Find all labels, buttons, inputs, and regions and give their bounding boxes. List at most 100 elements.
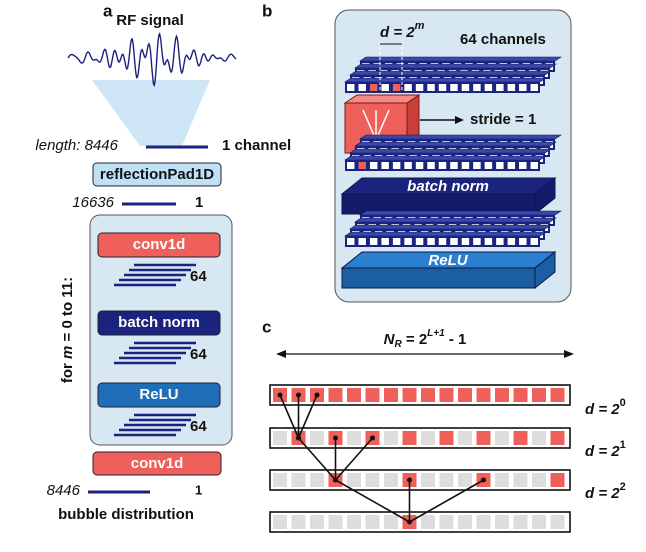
cell: [551, 473, 565, 487]
layer-channels: 64: [190, 418, 207, 435]
rf-exp: L+1: [427, 328, 445, 339]
layer-name: batch norm: [118, 314, 200, 331]
bar-cell: [531, 162, 538, 169]
bar-cell: [439, 84, 446, 91]
bar-cell: [531, 84, 538, 91]
bar-cell: [416, 162, 423, 169]
bar-cell: [427, 84, 434, 91]
dilation-base: d = 2: [585, 401, 620, 418]
layer-name: conv1d: [133, 236, 186, 253]
bar-cell: [347, 162, 354, 169]
bar-top: [360, 211, 561, 215]
bar-cell: [508, 238, 515, 245]
dilation-base: d = 2: [380, 24, 415, 41]
node: [296, 436, 301, 441]
loop-var: m: [59, 346, 76, 359]
cell: [310, 473, 324, 487]
padded-channels: 1: [195, 194, 203, 211]
waveform: [68, 34, 236, 85]
dilation-exp: m: [415, 20, 425, 32]
bar-cell: [462, 84, 469, 91]
bar-cell: [404, 238, 411, 245]
layer-name: ReLU: [139, 386, 178, 403]
input-length: length: 8446: [35, 137, 118, 154]
panel-label: c: [262, 317, 271, 336]
final-layer: conv1d: [131, 455, 184, 472]
cell: [458, 431, 472, 445]
cell: [329, 388, 343, 402]
bar-cell: [508, 84, 515, 91]
bar-cell: [393, 238, 400, 245]
cell: [347, 388, 361, 402]
bar-cell: [450, 238, 457, 245]
dilation-exp: 1: [620, 439, 626, 451]
cell: [273, 473, 287, 487]
dilation-exp: 0: [620, 397, 626, 409]
bar-cell: [358, 84, 365, 91]
dilation-label: d = 21: [585, 439, 626, 460]
bar-cell: [462, 162, 469, 169]
cell: [551, 388, 565, 402]
bar-cell: [485, 162, 492, 169]
slab-label: ReLU: [428, 252, 468, 269]
cell: [495, 515, 509, 529]
node: [407, 520, 412, 525]
bar-cell: [496, 84, 503, 91]
node: [370, 436, 375, 441]
cell: [477, 388, 491, 402]
cell: [384, 473, 398, 487]
cell: [514, 515, 528, 529]
bar-top: [355, 142, 556, 146]
cell: [477, 431, 491, 445]
dilation-label: d = 20: [585, 397, 626, 418]
length-value: 8446: [85, 137, 119, 154]
bar-top: [345, 78, 546, 82]
cell: [421, 515, 435, 529]
cell: [532, 431, 546, 445]
bar-cell: [370, 84, 377, 91]
loop-label: for m = 0 to 11:: [59, 277, 76, 383]
bar-cell: [473, 84, 480, 91]
cell: [551, 431, 565, 445]
cell: [440, 515, 454, 529]
cell: [495, 473, 509, 487]
bar-cell: [416, 238, 423, 245]
cell: [347, 473, 361, 487]
bar-cell: [427, 162, 434, 169]
bar-cell: [485, 238, 492, 245]
cell: [532, 515, 546, 529]
bar-cell: [404, 162, 411, 169]
cell: [458, 515, 472, 529]
slab-front: [342, 268, 535, 288]
channels-label: 64 channels: [460, 31, 546, 48]
cell: [551, 515, 565, 529]
cell: [273, 431, 287, 445]
cell: [384, 388, 398, 402]
bar-cell: [462, 238, 469, 245]
bar-top: [350, 225, 551, 229]
panel-label: a: [103, 1, 113, 20]
loop-suffix: = 0 to 11:: [59, 277, 76, 346]
bar-cell: [450, 162, 457, 169]
bar-cell: [427, 238, 434, 245]
bar-cell: [381, 162, 388, 169]
loop-prefix: for: [59, 359, 76, 383]
bar-cell: [519, 238, 526, 245]
cell: [440, 473, 454, 487]
cell: [347, 431, 361, 445]
dilation-base: d = 2: [585, 443, 620, 460]
bar-top: [360, 57, 561, 61]
bar-cell: [531, 238, 538, 245]
node: [333, 478, 338, 483]
cell: [532, 473, 546, 487]
cell: [273, 515, 287, 529]
cell: [384, 515, 398, 529]
bar-top: [345, 232, 546, 236]
cell: [347, 515, 361, 529]
pad-layer: reflectionPad1D: [100, 166, 214, 183]
bar-cell: [393, 162, 400, 169]
rf-base: = 2: [402, 331, 427, 348]
cell: [403, 388, 417, 402]
dilation-label: d = 22: [585, 481, 626, 502]
bar-cell: [473, 162, 480, 169]
